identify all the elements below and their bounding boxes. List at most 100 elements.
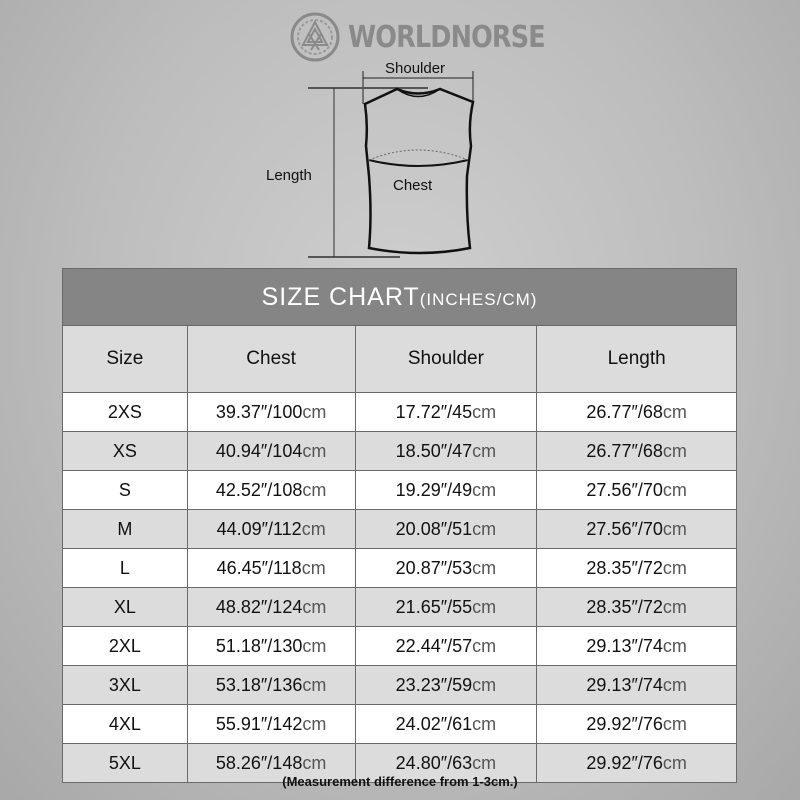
length-value: 27.56″/70 [586, 479, 663, 500]
unit-label: cm [302, 479, 327, 500]
chest-value: 51.18″/130 [215, 635, 303, 656]
length-value: 26.77″/68 [586, 401, 663, 422]
shoulder-value: 20.87″/53 [395, 557, 473, 578]
cell-chest: 39.37″/100cm [186, 392, 356, 432]
cell-shoulder: 20.87″/53cm [354, 548, 538, 588]
unit-label: cm [472, 440, 497, 461]
header-length: Length [536, 325, 737, 393]
chest-value: 42.52″/108 [215, 479, 303, 500]
cell-length: 29.13″/74cm [536, 665, 737, 705]
cell-size: L [62, 548, 188, 588]
unit-label: cm [301, 557, 326, 578]
cell-size: M [62, 509, 188, 549]
brand-name: WORLDNORSE [348, 19, 546, 55]
size-value: 4XL [108, 713, 141, 734]
chest-value: 44.09″/112 [216, 518, 302, 539]
unit-label: cm [472, 518, 497, 539]
size-value: S [118, 479, 131, 500]
cell-chest: 48.82″/124cm [186, 587, 356, 627]
chest-value: 40.94″/104 [215, 440, 303, 461]
length-value: 29.92″/76 [586, 713, 663, 734]
tank-top-diagram [308, 71, 475, 258]
size-value: XS [112, 440, 137, 461]
cell-chest: 42.52″/108cm [186, 470, 356, 510]
length-value: 29.13″/74 [586, 635, 663, 656]
table-row: 3XL 53.18″/136cm 23.23″/59cm 29.13″/74cm [62, 665, 737, 705]
shoulder-value: 20.08″/51 [395, 518, 473, 539]
unit-label: cm [302, 401, 327, 422]
cell-size: XL [62, 587, 188, 627]
cell-size: 5XL [62, 743, 188, 783]
size-value: XL [113, 596, 136, 617]
shoulder-label: Shoulder [385, 60, 446, 77]
cell-shoulder: 17.72″/45cm [354, 392, 538, 432]
unit-label: cm [662, 713, 687, 734]
cell-length: 26.77″/68cm [536, 392, 737, 432]
unit-label: cm [662, 440, 687, 461]
length-value: 29.92″/76 [586, 752, 663, 773]
size-chart-table: SIZE CHART(INCHES/CM) Size Chest Shoulde… [62, 268, 737, 783]
unit-label: cm [302, 635, 327, 656]
cell-shoulder: 18.50″/47cm [354, 431, 538, 471]
header-chest: Chest [186, 325, 356, 393]
chest-value: 39.37″/100 [215, 401, 303, 422]
cell-size: 2XS [62, 392, 188, 432]
unit-label: cm [662, 518, 687, 539]
chest-label: Chest [393, 177, 433, 194]
shoulder-value: 19.29″/49 [395, 479, 473, 500]
length-label: Length [266, 167, 312, 184]
cell-size: S [62, 470, 188, 510]
chest-value: 53.18″/136 [215, 674, 303, 695]
unit-label: cm [472, 479, 497, 500]
cell-shoulder: 21.65″/55cm [354, 587, 538, 627]
cell-length: 28.35″/72cm [536, 587, 737, 627]
cell-chest: 58.26″/148cm [186, 743, 356, 783]
cell-shoulder: 22.44″/57cm [354, 626, 538, 666]
table-row: 4XL 55.91″/142cm 24.02″/61cm 29.92″/76cm [62, 704, 737, 744]
unit-label: cm [472, 557, 497, 578]
cell-size: 4XL [62, 704, 188, 744]
unit-label: cm [472, 713, 497, 734]
chest-value: 55.91″/142 [215, 713, 303, 734]
cell-length: 29.92″/76cm [536, 704, 737, 744]
unit-label: cm [302, 440, 327, 461]
shoulder-value: 22.44″/57 [395, 635, 473, 656]
cell-length: 27.56″/70cm [536, 509, 737, 549]
cell-length: 27.56″/70cm [536, 470, 737, 510]
cell-length: 26.77″/68cm [536, 431, 737, 471]
table-row: 2XL 51.18″/130cm 22.44″/57cm 29.13″/74cm [62, 626, 737, 666]
cell-chest: 55.91″/142cm [186, 704, 356, 744]
cell-length: 29.92″/76cm [536, 743, 737, 783]
shoulder-value: 17.72″/45 [395, 401, 473, 422]
unit-label: cm [472, 401, 497, 422]
table-row: 5XL 58.26″/148cm 24.80″/63cm 29.92″/76cm [62, 743, 737, 783]
unit-label: cm [301, 518, 326, 539]
cell-chest: 46.45″/118cm [186, 548, 356, 588]
shoulder-value: 24.80″/63 [395, 752, 473, 773]
unit-label: cm [472, 635, 497, 656]
unit-label: cm [662, 635, 687, 656]
cell-size: 3XL [62, 665, 188, 705]
size-value: 3XL [108, 674, 141, 695]
unit-label: cm [302, 674, 327, 695]
cell-length: 29.13″/74cm [536, 626, 737, 666]
cell-chest: 40.94″/104cm [186, 431, 356, 471]
shoulder-value: 23.23″/59 [395, 674, 473, 695]
unit-label: cm [662, 596, 687, 617]
shoulder-value: 18.50″/47 [395, 440, 473, 461]
cell-shoulder: 24.80″/63cm [354, 743, 538, 783]
cell-chest: 44.09″/112cm [186, 509, 356, 549]
cell-size: 2XL [62, 626, 188, 666]
cell-shoulder: 24.02″/61cm [354, 704, 538, 744]
cell-shoulder: 23.23″/59cm [354, 665, 538, 705]
unit-label: cm [472, 674, 497, 695]
header-size: Size [62, 325, 188, 393]
unit-label: cm [472, 752, 497, 773]
length-value: 28.35″/72 [586, 557, 663, 578]
length-value: 26.77″/68 [586, 440, 663, 461]
brand-logo: WORLDNORSE [290, 12, 580, 62]
table-title: SIZE CHART(INCHES/CM) [62, 268, 737, 326]
unit-label: cm [302, 713, 327, 734]
unit-label: cm [662, 674, 687, 695]
size-value: M [117, 518, 133, 539]
